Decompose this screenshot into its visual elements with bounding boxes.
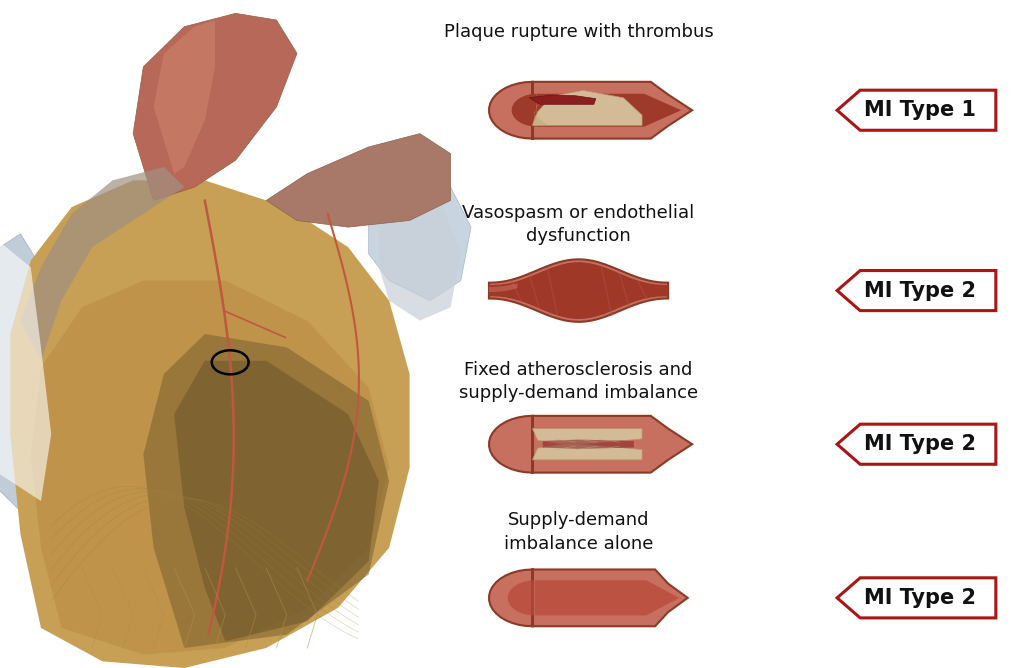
Polygon shape [369, 174, 471, 301]
Polygon shape [512, 94, 681, 127]
Polygon shape [154, 20, 215, 174]
Polygon shape [143, 334, 389, 648]
Polygon shape [508, 580, 679, 615]
Polygon shape [488, 263, 668, 319]
Text: MI Type 2: MI Type 2 [864, 588, 976, 608]
Polygon shape [489, 415, 692, 473]
Polygon shape [838, 90, 995, 130]
Polygon shape [532, 443, 642, 460]
Polygon shape [488, 283, 517, 292]
Polygon shape [10, 180, 410, 668]
Text: Fixed atherosclerosis and
supply-demand imbalance: Fixed atherosclerosis and supply-demand … [459, 361, 698, 402]
Text: Plaque rupture with thrombus: Plaque rupture with thrombus [443, 23, 714, 41]
Polygon shape [532, 95, 569, 126]
Text: MI Type 2: MI Type 2 [864, 434, 976, 454]
Text: MI Type 2: MI Type 2 [864, 281, 976, 301]
Polygon shape [266, 134, 451, 227]
Polygon shape [174, 361, 379, 641]
Polygon shape [0, 234, 51, 501]
Text: Vasospasm or endothelial
dysfunction: Vasospasm or endothelial dysfunction [463, 204, 694, 245]
Polygon shape [838, 271, 995, 311]
Polygon shape [529, 95, 596, 104]
Polygon shape [489, 82, 692, 139]
Polygon shape [488, 259, 668, 322]
Polygon shape [838, 424, 995, 464]
Polygon shape [0, 234, 92, 534]
Polygon shape [20, 167, 184, 361]
Polygon shape [532, 429, 642, 446]
Polygon shape [543, 440, 634, 449]
Polygon shape [838, 578, 995, 618]
Polygon shape [532, 90, 642, 126]
Text: Supply-demand
imbalance alone: Supply-demand imbalance alone [504, 511, 653, 552]
Text: MI Type 1: MI Type 1 [864, 100, 976, 120]
Polygon shape [379, 187, 461, 321]
Polygon shape [489, 569, 688, 627]
Polygon shape [31, 281, 389, 655]
Polygon shape [0, 0, 451, 668]
Polygon shape [133, 13, 297, 200]
